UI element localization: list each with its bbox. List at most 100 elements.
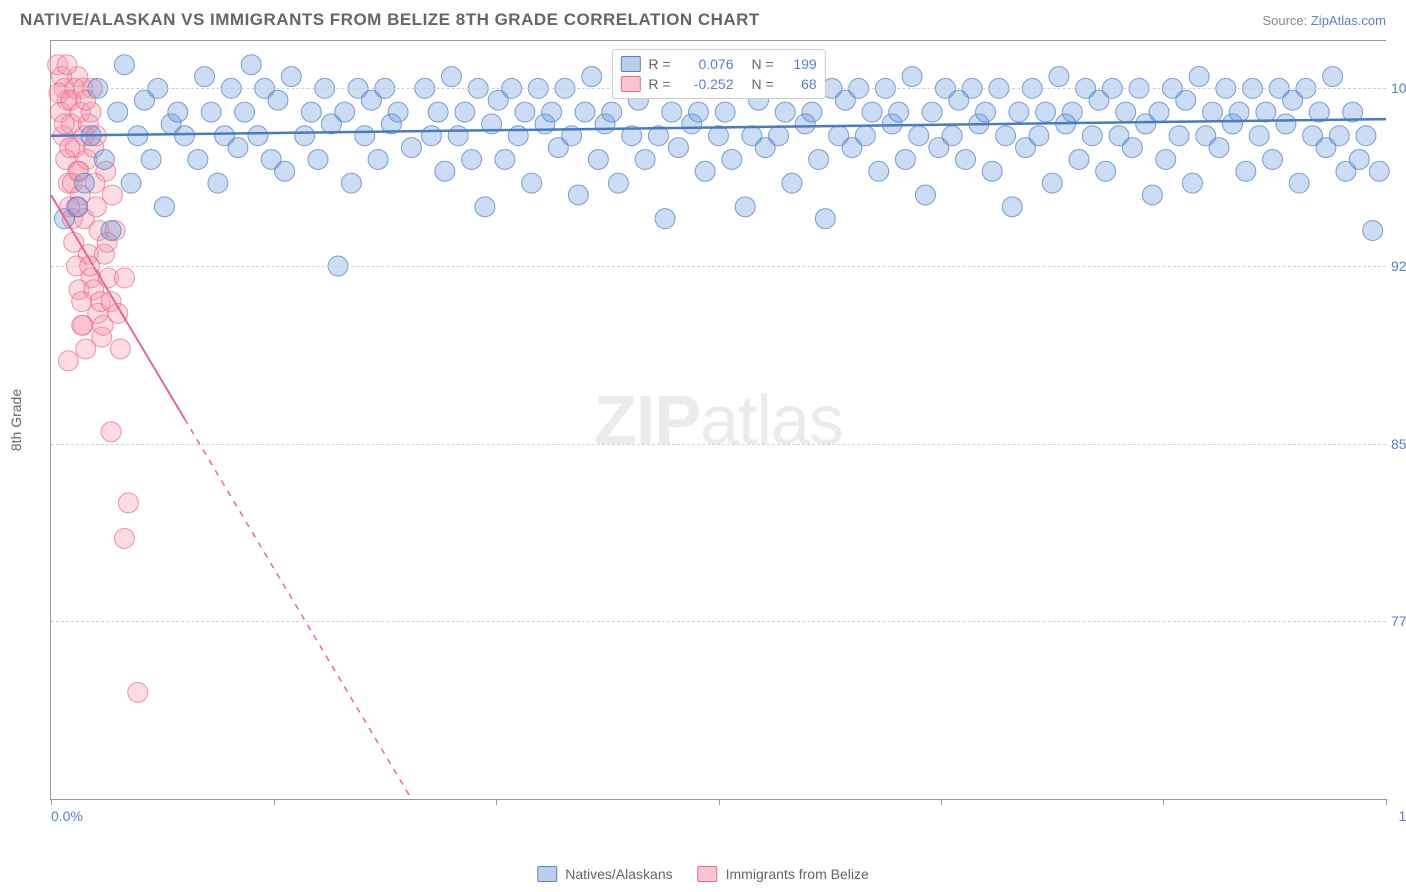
- data-point: [462, 149, 482, 169]
- data-point: [735, 197, 755, 217]
- r-value-pink: -0.252: [679, 76, 734, 92]
- data-point: [1323, 67, 1343, 87]
- data-point: [1182, 173, 1202, 193]
- chart-title: NATIVE/ALASKAN VS IMMIGRANTS FROM BELIZE…: [20, 10, 760, 30]
- data-point: [1082, 126, 1102, 146]
- legend-item-blue: Natives/Alaskans: [537, 866, 672, 882]
- scatter-svg: [51, 41, 1386, 799]
- data-point: [1149, 102, 1169, 122]
- data-point: [955, 149, 975, 169]
- data-point: [168, 102, 188, 122]
- data-point: [228, 138, 248, 158]
- data-point: [60, 138, 80, 158]
- data-point: [1263, 149, 1283, 169]
- data-point: [1363, 221, 1383, 241]
- data-point: [121, 173, 141, 193]
- data-point: [1009, 102, 1029, 122]
- x-tick: [274, 799, 275, 805]
- data-point: [769, 126, 789, 146]
- data-point: [1122, 138, 1142, 158]
- data-point: [58, 351, 78, 371]
- data-point: [341, 173, 361, 193]
- chart-source: Source: ZipAtlas.com: [1262, 13, 1386, 28]
- data-point: [915, 185, 935, 205]
- data-point: [522, 173, 542, 193]
- data-point: [1036, 102, 1056, 122]
- data-point: [268, 90, 288, 110]
- data-point: [1142, 185, 1162, 205]
- data-point: [922, 102, 942, 122]
- data-point: [1062, 102, 1082, 122]
- data-point: [208, 173, 228, 193]
- r-value-blue: 0.076: [679, 56, 734, 72]
- data-point: [495, 149, 515, 169]
- data-point: [688, 102, 708, 122]
- data-point: [455, 102, 475, 122]
- data-point: [355, 126, 375, 146]
- x-tick: [941, 799, 942, 805]
- data-point: [895, 149, 915, 169]
- data-point: [869, 161, 889, 181]
- data-point: [281, 67, 301, 87]
- data-point: [855, 126, 875, 146]
- data-point: [662, 102, 682, 122]
- data-point: [248, 126, 268, 146]
- x-tick: [1163, 799, 1164, 805]
- data-point: [1156, 149, 1176, 169]
- correlation-row-blue: R = 0.076 N = 199: [620, 54, 816, 74]
- x-tick: [1386, 799, 1387, 805]
- data-point: [902, 67, 922, 87]
- data-point: [435, 161, 455, 181]
- data-point: [295, 126, 315, 146]
- data-point: [1049, 67, 1069, 87]
- data-point: [1236, 161, 1256, 181]
- data-point: [114, 55, 134, 75]
- data-point: [1096, 161, 1116, 181]
- x-tick: [496, 799, 497, 805]
- source-link[interactable]: ZipAtlas.com: [1311, 13, 1386, 28]
- data-point: [1229, 102, 1249, 122]
- data-point: [388, 102, 408, 122]
- data-point: [421, 126, 441, 146]
- data-point: [602, 102, 622, 122]
- gridline: [51, 266, 1386, 267]
- data-point: [608, 173, 628, 193]
- data-point: [241, 55, 261, 75]
- data-point: [1116, 102, 1136, 122]
- data-point: [141, 149, 161, 169]
- data-point: [235, 102, 255, 122]
- swatch-pink-icon: [620, 76, 640, 92]
- legend-item-pink: Immigrants from Belize: [698, 866, 869, 882]
- data-point: [1356, 126, 1376, 146]
- x-label-right: 100.0%: [1399, 808, 1406, 824]
- data-point: [815, 209, 835, 229]
- chart-header: NATIVE/ALASKAN VS IMMIGRANTS FROM BELIZE…: [0, 0, 1406, 35]
- x-label-left: 0.0%: [51, 808, 83, 824]
- data-point: [976, 102, 996, 122]
- data-point: [909, 126, 929, 146]
- data-point: [128, 682, 148, 702]
- data-point: [1369, 161, 1389, 181]
- data-point: [1202, 102, 1222, 122]
- data-point: [118, 493, 138, 513]
- data-point: [428, 102, 448, 122]
- data-point: [802, 102, 822, 122]
- y-tick-label: 92.5%: [1391, 258, 1406, 274]
- data-point: [114, 268, 134, 288]
- swatch-blue-icon: [620, 56, 640, 72]
- x-tick: [719, 799, 720, 805]
- data-point: [582, 67, 602, 87]
- data-point: [301, 102, 321, 122]
- data-point: [1349, 149, 1369, 169]
- data-point: [401, 138, 421, 158]
- data-point: [188, 149, 208, 169]
- chart-plot-area: 8th Grade ZIPatlas R = 0.076 N = 199 R =…: [50, 40, 1386, 800]
- correlation-legend: R = 0.076 N = 199 R = -0.252 N = 68: [611, 49, 825, 99]
- swatch-pink-icon: [698, 866, 718, 882]
- data-point: [568, 185, 588, 205]
- data-point: [94, 149, 114, 169]
- data-point: [1256, 102, 1276, 122]
- gridline: [51, 444, 1386, 445]
- data-point: [1289, 173, 1309, 193]
- data-point: [114, 528, 134, 548]
